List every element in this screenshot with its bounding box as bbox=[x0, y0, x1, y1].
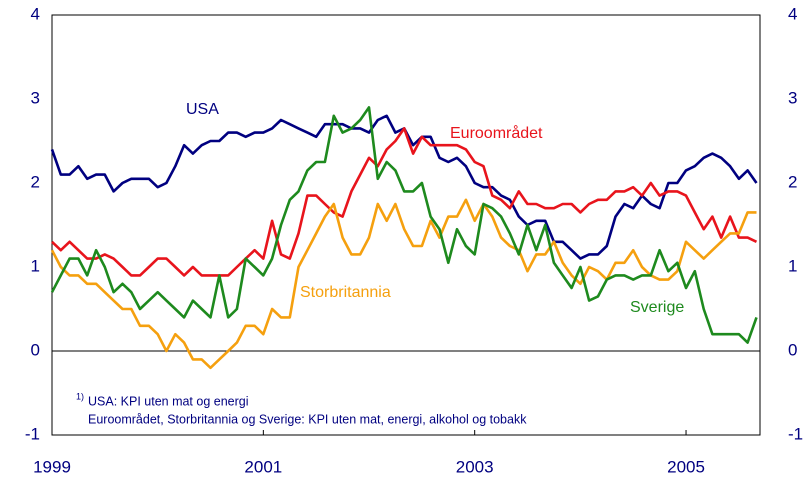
y-tick-label: 0 bbox=[31, 340, 40, 359]
series-label: Sverige bbox=[630, 299, 684, 316]
series-label: Storbritannia bbox=[300, 284, 391, 301]
y-tick-label: 2 bbox=[31, 172, 40, 191]
x-tick-label: 1999 bbox=[33, 457, 71, 476]
series-line bbox=[50, 114, 758, 260]
series-line bbox=[50, 198, 757, 370]
series-label: USA bbox=[186, 101, 219, 118]
plot-frame bbox=[51, 14, 761, 436]
y2-tick-label: -1 bbox=[788, 424, 803, 443]
x-tick-label: 2003 bbox=[456, 457, 494, 476]
x-tick-label: 2001 bbox=[244, 457, 282, 476]
y-tick-label: -1 bbox=[25, 424, 40, 443]
series-line bbox=[50, 106, 758, 344]
footnote-marker: 1) bbox=[76, 391, 84, 401]
y2-tick-label: 0 bbox=[788, 340, 797, 359]
y2-tick-label: 3 bbox=[788, 88, 797, 107]
x-tick-label: 2005 bbox=[667, 457, 705, 476]
series-label: Euroområdet bbox=[450, 124, 543, 142]
footnote-line: Euroområdet, Storbritannia og Sverige: K… bbox=[88, 412, 527, 426]
y-tick-label: 4 bbox=[31, 4, 40, 23]
series-line bbox=[51, 127, 758, 277]
y-tick-label: 1 bbox=[31, 256, 40, 275]
y-tick-label: 3 bbox=[31, 88, 40, 107]
footnote-line: USA: KPI uten mat og energi bbox=[88, 394, 249, 408]
y2-tick-label: 2 bbox=[788, 172, 797, 191]
y2-tick-label: 4 bbox=[788, 4, 797, 23]
y2-tick-label: 1 bbox=[788, 256, 797, 275]
